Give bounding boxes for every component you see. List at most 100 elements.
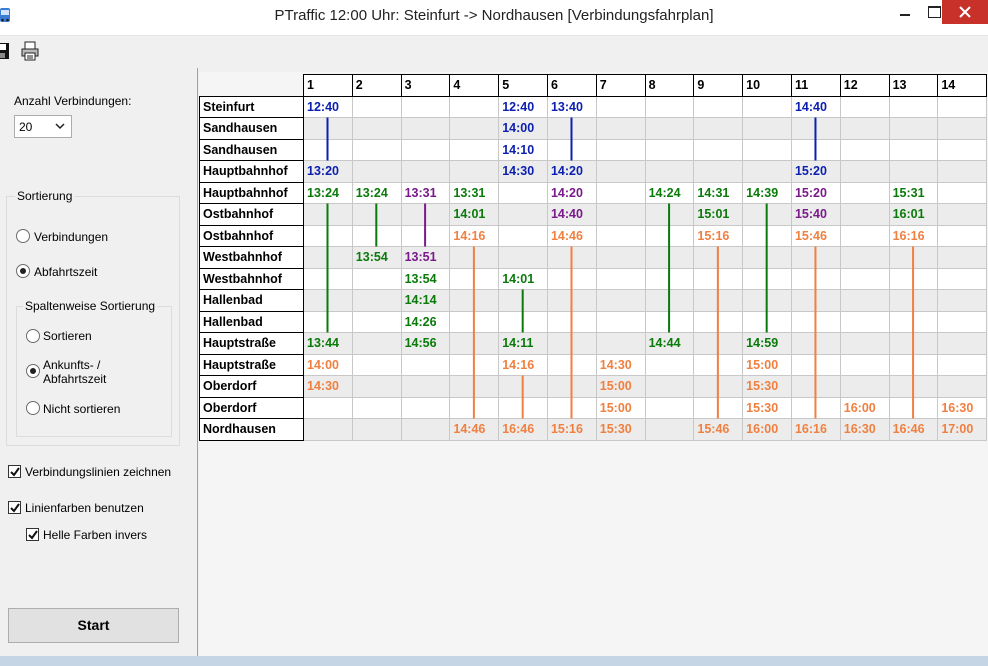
time-cell[interactable]: [937, 310, 988, 333]
time-cell[interactable]: [351, 332, 402, 355]
time-cell[interactable]: [351, 267, 402, 290]
time-cell[interactable]: [937, 203, 988, 226]
time-cell[interactable]: [449, 396, 500, 419]
time-cell[interactable]: [644, 117, 695, 140]
time-cell[interactable]: [937, 138, 988, 161]
time-cell[interactable]: [693, 246, 744, 269]
column-header[interactable]: 4: [449, 74, 500, 97]
time-cell[interactable]: [839, 160, 890, 183]
time-cell[interactable]: [693, 138, 744, 161]
time-cell[interactable]: [400, 375, 451, 398]
time-cell[interactable]: [303, 267, 353, 290]
time-cell[interactable]: [449, 117, 500, 140]
time-cell[interactable]: [644, 289, 695, 312]
time-cell[interactable]: [644, 310, 695, 333]
time-cell[interactable]: 15:20: [790, 160, 841, 183]
time-cell[interactable]: [644, 95, 695, 118]
column-sort-arrival-radio[interactable]: [26, 364, 40, 378]
time-cell[interactable]: 13:51: [400, 246, 451, 269]
time-cell[interactable]: [449, 246, 500, 269]
time-cell[interactable]: [937, 289, 988, 312]
time-cell[interactable]: [644, 353, 695, 376]
count-select[interactable]: 20: [14, 115, 72, 138]
time-cell[interactable]: [595, 332, 646, 355]
time-cell[interactable]: [644, 267, 695, 290]
time-cell[interactable]: 14:20: [546, 160, 597, 183]
time-cell[interactable]: 16:46: [888, 418, 939, 441]
time-cell[interactable]: [742, 224, 792, 247]
time-cell[interactable]: 16:00: [839, 396, 890, 419]
time-cell[interactable]: [839, 375, 890, 398]
time-cell[interactable]: [888, 267, 939, 290]
time-cell[interactable]: [595, 181, 646, 204]
time-cell[interactable]: 14:30: [498, 160, 548, 183]
time-cell[interactable]: [742, 246, 792, 269]
time-cell[interactable]: [839, 95, 890, 118]
time-cell[interactable]: [693, 332, 744, 355]
sort-connections-radio[interactable]: [16, 229, 30, 243]
floppy-disk-icon[interactable]: [0, 41, 12, 61]
time-cell[interactable]: 15:40: [790, 203, 841, 226]
time-cell[interactable]: 15:00: [595, 375, 646, 398]
time-cell[interactable]: [351, 289, 402, 312]
close-button[interactable]: [942, 0, 988, 24]
time-cell[interactable]: [546, 246, 597, 269]
time-cell[interactable]: [595, 310, 646, 333]
time-cell[interactable]: [742, 138, 792, 161]
time-cell[interactable]: [742, 117, 792, 140]
invert-light-checkbox[interactable]: [26, 528, 39, 541]
time-cell[interactable]: [449, 375, 500, 398]
time-cell[interactable]: [888, 138, 939, 161]
time-cell[interactable]: 14:01: [449, 203, 500, 226]
time-cell[interactable]: [693, 310, 744, 333]
time-cell[interactable]: [351, 138, 402, 161]
time-cell[interactable]: [888, 353, 939, 376]
time-cell[interactable]: [644, 375, 695, 398]
time-cell[interactable]: 13:54: [351, 246, 402, 269]
time-cell[interactable]: [400, 160, 451, 183]
time-cell[interactable]: 14:30: [303, 375, 353, 398]
time-cell[interactable]: 14:40: [790, 95, 841, 118]
time-cell[interactable]: [303, 310, 353, 333]
time-cell[interactable]: [937, 353, 988, 376]
time-cell[interactable]: [546, 332, 597, 355]
time-cell[interactable]: [595, 117, 646, 140]
time-cell[interactable]: [400, 396, 451, 419]
time-cell[interactable]: [449, 95, 500, 118]
time-cell[interactable]: 12:40: [498, 95, 548, 118]
time-cell[interactable]: [644, 160, 695, 183]
column-header[interactable]: 7: [595, 74, 646, 97]
time-cell[interactable]: [595, 203, 646, 226]
time-cell[interactable]: [937, 267, 988, 290]
column-header[interactable]: 1: [303, 74, 353, 97]
time-cell[interactable]: 15:01: [693, 203, 744, 226]
time-cell[interactable]: [839, 310, 890, 333]
time-cell[interactable]: [839, 203, 890, 226]
time-cell[interactable]: [888, 246, 939, 269]
time-cell[interactable]: 14:24: [644, 181, 695, 204]
time-cell[interactable]: 17:00: [937, 418, 988, 441]
time-cell[interactable]: [839, 289, 890, 312]
time-cell[interactable]: [693, 117, 744, 140]
column-header[interactable]: 3: [400, 74, 451, 97]
time-cell[interactable]: 16:16: [888, 224, 939, 247]
time-cell[interactable]: [449, 267, 500, 290]
time-cell[interactable]: [449, 332, 500, 355]
time-cell[interactable]: 14:10: [498, 138, 548, 161]
time-cell[interactable]: [498, 396, 548, 419]
time-cell[interactable]: [790, 246, 841, 269]
time-cell[interactable]: [498, 203, 548, 226]
time-cell[interactable]: [839, 224, 890, 247]
time-cell[interactable]: [888, 396, 939, 419]
time-cell[interactable]: 16:30: [839, 418, 890, 441]
time-cell[interactable]: [790, 353, 841, 376]
time-cell[interactable]: [449, 353, 500, 376]
column-header[interactable]: 13: [888, 74, 939, 97]
column-header[interactable]: 11: [790, 74, 841, 97]
time-cell[interactable]: [595, 160, 646, 183]
maximize-button[interactable]: [914, 0, 954, 24]
time-cell[interactable]: 14:59: [742, 332, 792, 355]
time-cell[interactable]: [498, 181, 548, 204]
time-cell[interactable]: [595, 246, 646, 269]
time-cell[interactable]: 16:16: [790, 418, 841, 441]
